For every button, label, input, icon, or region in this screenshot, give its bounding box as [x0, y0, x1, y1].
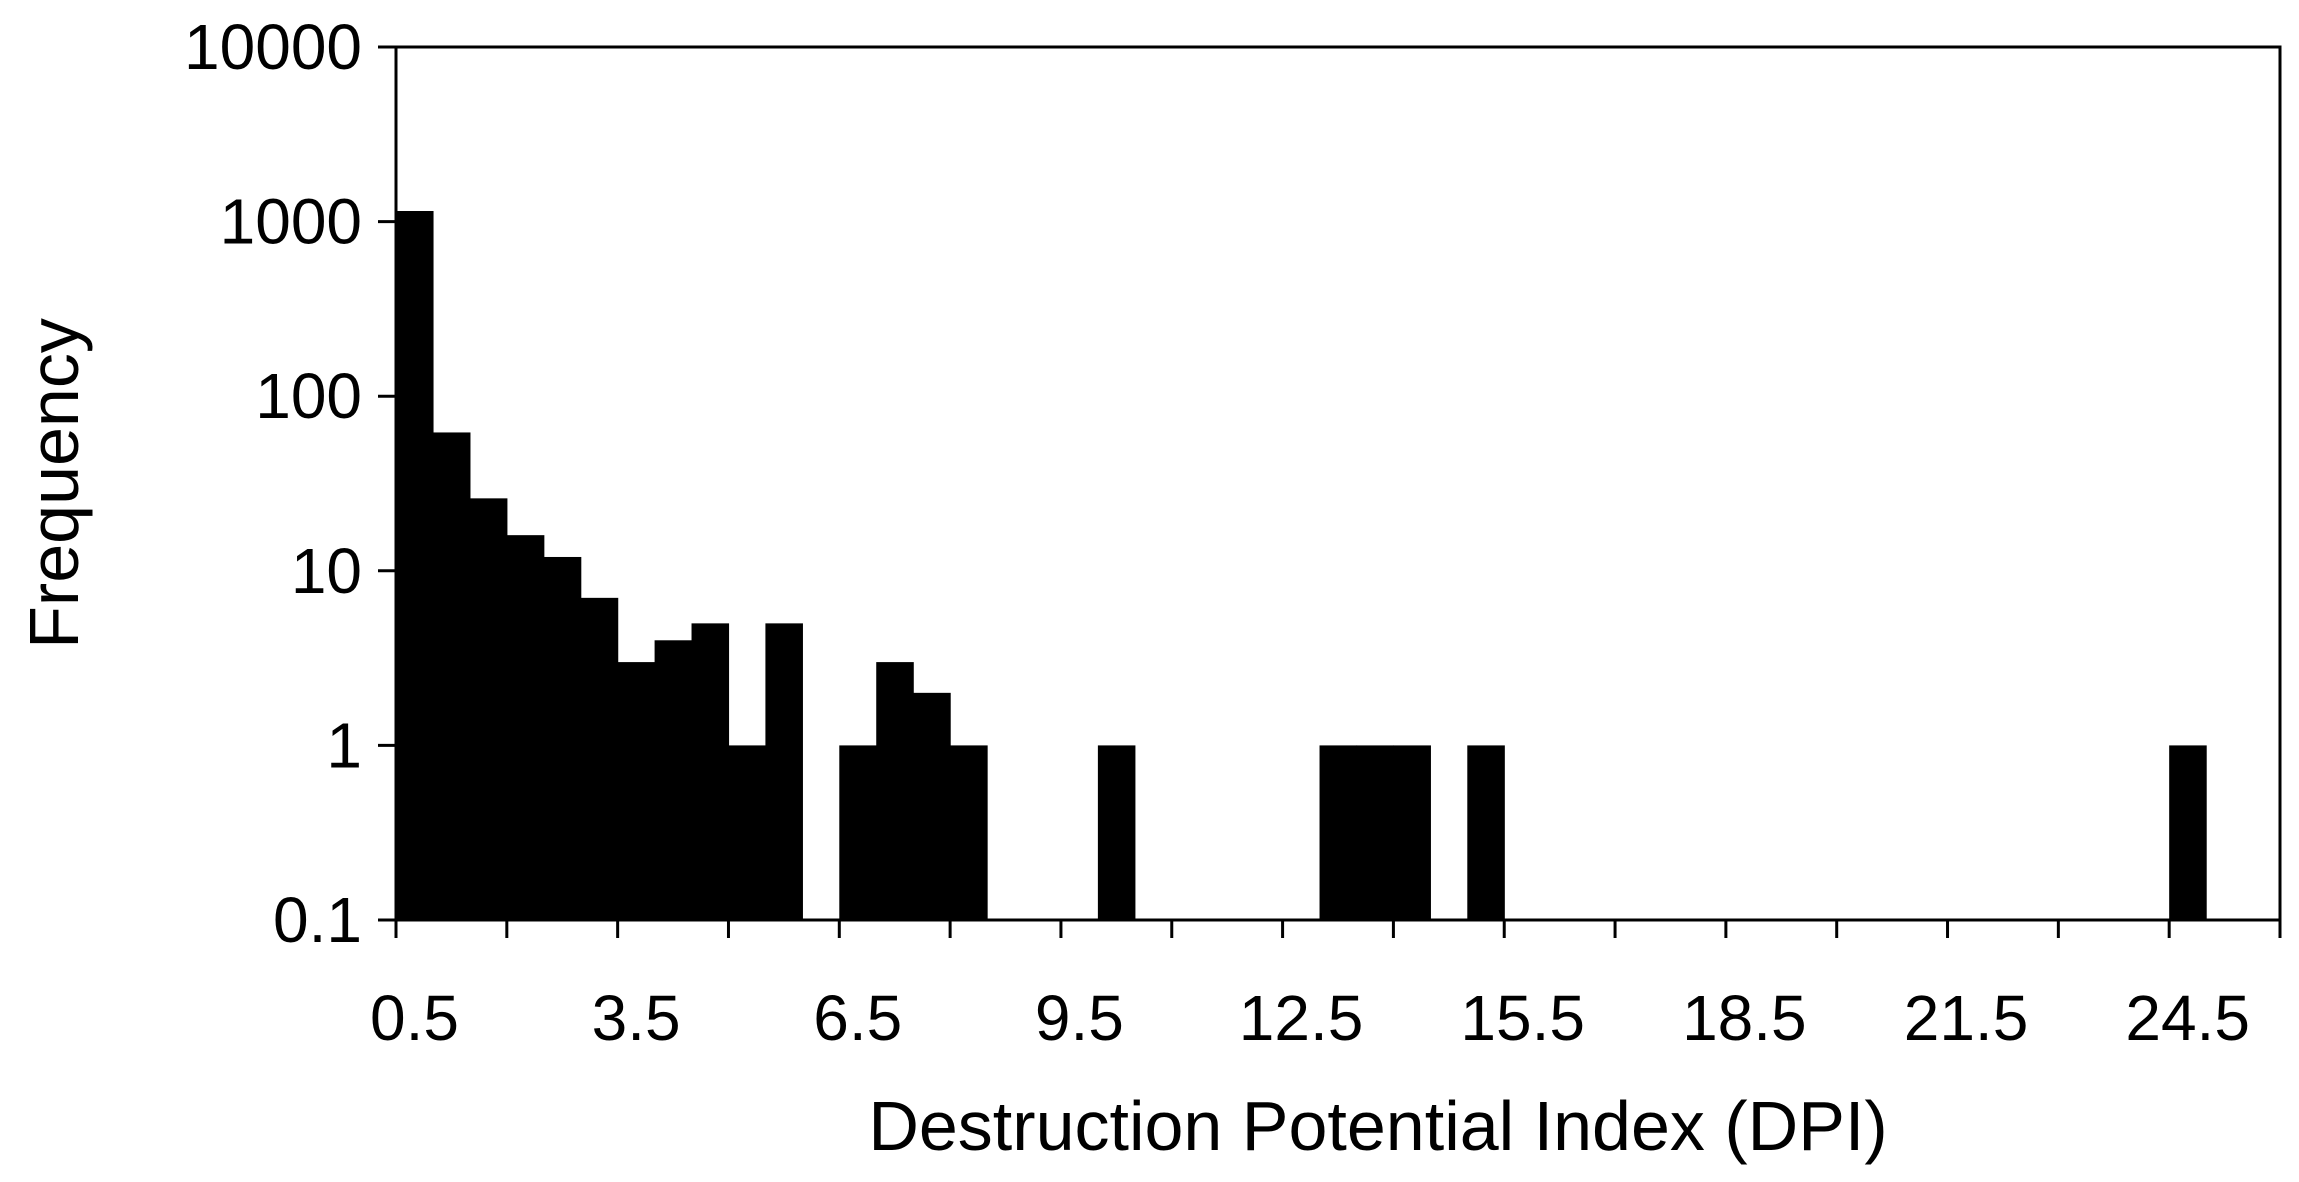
x-tick-label: 15.5 [1460, 982, 1585, 1054]
histogram-bar [839, 745, 877, 920]
y-tick-label: 1 [326, 709, 362, 781]
y-tick-label: 10 [291, 535, 362, 607]
bars-group [396, 211, 2207, 921]
histogram-bar [580, 597, 619, 920]
histogram-bar [1393, 745, 1431, 920]
x-tick-label: 21.5 [1904, 982, 2029, 1054]
y-tick-label: 1000 [220, 186, 362, 258]
histogram-bar [432, 432, 471, 920]
histogram-bar [950, 745, 988, 920]
y-axis-title: Frequency [15, 318, 93, 649]
histogram-bar [543, 556, 582, 920]
x-axis-ticks: 0.5 3.5 6.5 9.5 12.5 15.5 18.5 21.5 24.5 [370, 920, 2282, 1054]
y-tick-label: 100 [255, 360, 362, 432]
y-tick-label: 0.1 [273, 884, 362, 956]
y-axis-ticks: 0.1 1 10 100 1000 10000 [184, 11, 396, 956]
histogram-bar [765, 623, 803, 920]
x-tick-label: 3.5 [592, 982, 681, 1054]
histogram-bar [1319, 745, 1358, 920]
x-tick-label: 9.5 [1035, 982, 1124, 1054]
histogram-bar [876, 662, 914, 920]
histogram-bar [396, 211, 434, 921]
x-axis-title: Destruction Potential Index (DPI) [868, 1087, 1887, 1165]
histogram-bar [691, 623, 730, 920]
histogram-bar [506, 535, 545, 920]
histogram-bar [617, 662, 656, 920]
plot-frame [394, 45, 2282, 922]
histogram-bar [1356, 745, 1395, 920]
histogram-bar [1097, 745, 1136, 920]
histogram-bar [469, 498, 508, 920]
x-tick-label: 24.5 [2125, 982, 2250, 1054]
histogram-bar [728, 745, 767, 920]
x-tick-label: 12.5 [1239, 982, 1364, 1054]
y-tick-label: 10000 [184, 11, 362, 83]
histogram-bar [913, 692, 951, 920]
x-tick-label: 18.5 [1682, 982, 1807, 1054]
x-tick-label: 6.5 [813, 982, 902, 1054]
histogram-bar [2169, 745, 2207, 920]
x-tick-label: 0.5 [370, 982, 459, 1054]
histogram-bar [654, 640, 693, 920]
histogram-bar [1467, 745, 1505, 920]
